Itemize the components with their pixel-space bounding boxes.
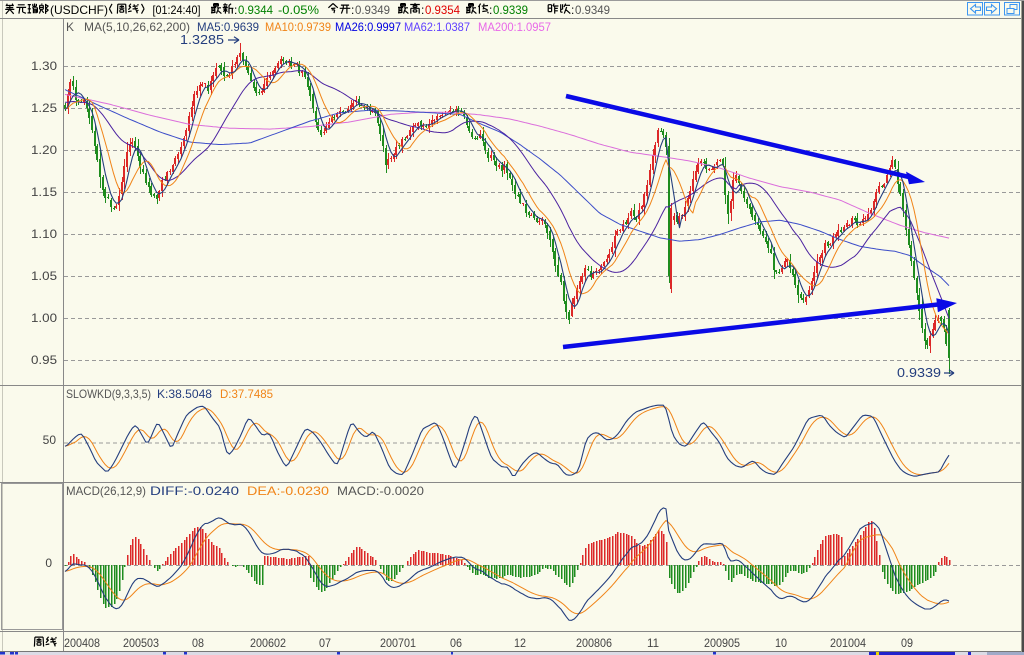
svg-text:1.30: 1.30 <box>31 59 57 73</box>
svg-text:200408: 200408 <box>64 636 100 650</box>
svg-text:07: 07 <box>319 636 331 650</box>
svg-text:200905: 200905 <box>704 636 740 650</box>
svg-text:(USDCHF): (USDCHF) <box>50 3 108 17</box>
svg-text:0.9339: 0.9339 <box>897 365 941 380</box>
svg-text:10: 10 <box>775 636 787 650</box>
svg-text:DIFF:-0.0240: DIFF:-0.0240 <box>150 484 239 498</box>
svg-text:0: 0 <box>45 556 52 570</box>
svg-text:MA200:1.0957: MA200:1.0957 <box>478 20 551 34</box>
svg-text:MA5:0.9639: MA5:0.9639 <box>197 20 259 34</box>
svg-text:MA26:0.9997: MA26:0.9997 <box>335 20 401 34</box>
svg-text:1.10: 1.10 <box>31 227 57 241</box>
svg-text:-0.05%: -0.05% <box>278 3 319 17</box>
svg-text:MACD(26,12,9): MACD(26,12,9) <box>66 484 146 498</box>
svg-text:200602: 200602 <box>250 636 286 650</box>
svg-text::: : <box>351 3 354 17</box>
svg-text:0.9354: 0.9354 <box>425 3 460 17</box>
svg-text:08: 08 <box>192 636 204 650</box>
svg-text:[01:24:40]: [01:24:40] <box>153 3 201 17</box>
svg-text:MACD:-0.0020: MACD:-0.0020 <box>337 484 424 498</box>
svg-text:1.25: 1.25 <box>31 101 57 115</box>
svg-text::: : <box>489 3 492 17</box>
svg-text:12: 12 <box>514 636 526 650</box>
svg-text:09: 09 <box>901 636 913 650</box>
svg-text:200806: 200806 <box>576 636 612 650</box>
svg-text:MA10:0.9739: MA10:0.9739 <box>265 20 331 34</box>
svg-text:1.3285: 1.3285 <box>180 32 224 47</box>
svg-text:200503: 200503 <box>123 636 159 650</box>
svg-text:201004: 201004 <box>830 636 866 650</box>
svg-text:0.9349: 0.9349 <box>355 3 390 17</box>
svg-text:1.15: 1.15 <box>31 185 57 199</box>
svg-text:200701: 200701 <box>380 636 416 650</box>
svg-text:1.00: 1.00 <box>31 311 57 325</box>
svg-text:D:37.7485: D:37.7485 <box>220 387 273 401</box>
svg-text:0.9339: 0.9339 <box>493 3 528 17</box>
svg-text:1.05: 1.05 <box>31 269 57 283</box>
svg-text:11: 11 <box>647 636 659 650</box>
svg-text:DEA:-0.0230: DEA:-0.0230 <box>247 484 329 498</box>
svg-text::: : <box>234 3 237 17</box>
svg-text:K: K <box>66 20 74 34</box>
svg-text::: : <box>571 3 574 17</box>
svg-text:MA62:1.0387: MA62:1.0387 <box>404 20 470 34</box>
svg-text:SLOWKD(9,3,3,5): SLOWKD(9,3,3,5) <box>66 387 151 401</box>
svg-text:1.20: 1.20 <box>31 143 57 157</box>
svg-text:0.9344: 0.9344 <box>238 3 273 17</box>
svg-text:06: 06 <box>450 636 462 650</box>
svg-text:0.9349: 0.9349 <box>575 3 610 17</box>
svg-text:50: 50 <box>43 433 57 447</box>
svg-text:0.95: 0.95 <box>31 353 57 367</box>
svg-text::: : <box>421 3 424 17</box>
svg-text:K:38.5048: K:38.5048 <box>157 387 212 401</box>
svg-text:MA(5,10,26,62,200): MA(5,10,26,62,200) <box>84 20 190 34</box>
